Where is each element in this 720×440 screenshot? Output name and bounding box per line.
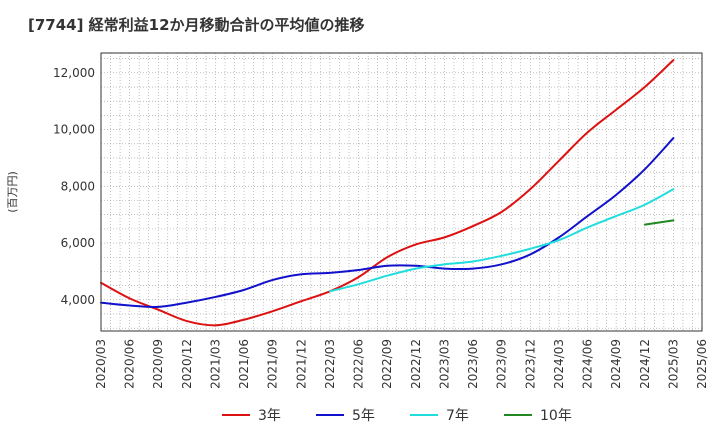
y-tick-labels: 4,000 6,000 8,000 10,000 12,000 bbox=[53, 66, 95, 307]
y-tick-label: 10,000 bbox=[53, 123, 95, 137]
x-tick-label: 2022/06 bbox=[352, 339, 366, 389]
series-line-3 bbox=[643, 219, 675, 226]
x-tick-label: 2020/03 bbox=[94, 339, 108, 389]
x-tick-label: 2024/09 bbox=[609, 339, 623, 389]
x-tick-label: 2021/03 bbox=[208, 339, 222, 389]
x-tick-label: 2023/12 bbox=[523, 339, 537, 389]
x-tick-label: 2025/06 bbox=[695, 339, 709, 389]
series-line-2 bbox=[328, 188, 675, 293]
y-axis-label: (百万円) bbox=[6, 171, 19, 213]
x-tick-label: 2020/12 bbox=[180, 339, 194, 389]
x-tick-label: 2021/12 bbox=[294, 339, 308, 389]
x-tick-label: 2022/09 bbox=[380, 339, 394, 389]
x-tick-label: 2021/06 bbox=[237, 339, 251, 389]
legend-label-3: 10年 bbox=[540, 408, 572, 424]
x-tick-label: 2020/06 bbox=[123, 339, 137, 389]
x-tick-label: 2023/03 bbox=[437, 339, 451, 389]
x-tick-label: 2024/03 bbox=[552, 339, 566, 389]
grid-lines bbox=[100, 53, 703, 331]
x-tick-label: 2020/09 bbox=[151, 339, 165, 389]
legend-label-0: 3年 bbox=[258, 408, 281, 424]
y-tick-label: 8,000 bbox=[61, 179, 95, 193]
x-tick-label: 2021/09 bbox=[266, 339, 280, 389]
y-tick-label: 6,000 bbox=[61, 236, 95, 250]
plot-frame bbox=[100, 52, 703, 332]
x-tick-label: 2022/12 bbox=[409, 339, 423, 389]
series-lines bbox=[100, 59, 675, 327]
chart-title: [7744] 経常利益12か月移動合計の平均値の推移 bbox=[28, 16, 365, 34]
y-tick-label: 12,000 bbox=[53, 66, 95, 80]
x-tick-labels: 2020/03 2020/06 2020/09 2020/12 2021/03 2021/… bbox=[94, 339, 709, 389]
legend-label-2: 7年 bbox=[446, 408, 469, 424]
legend-label-1: 5年 bbox=[352, 408, 375, 424]
x-tick-label: 2023/06 bbox=[466, 339, 480, 389]
series-line-1 bbox=[100, 137, 675, 308]
x-tick-label: 2024/12 bbox=[638, 339, 652, 389]
y-tick-label: 4,000 bbox=[61, 293, 95, 307]
x-tick-label: 2023/09 bbox=[495, 339, 509, 389]
x-tick-label: 2025/03 bbox=[666, 339, 680, 389]
x-tick-label: 2024/06 bbox=[581, 339, 595, 389]
x-tick-label: 2022/03 bbox=[323, 339, 337, 389]
series-line-0 bbox=[100, 59, 675, 327]
legend: 3年 5年 7年 10年 bbox=[222, 408, 572, 424]
